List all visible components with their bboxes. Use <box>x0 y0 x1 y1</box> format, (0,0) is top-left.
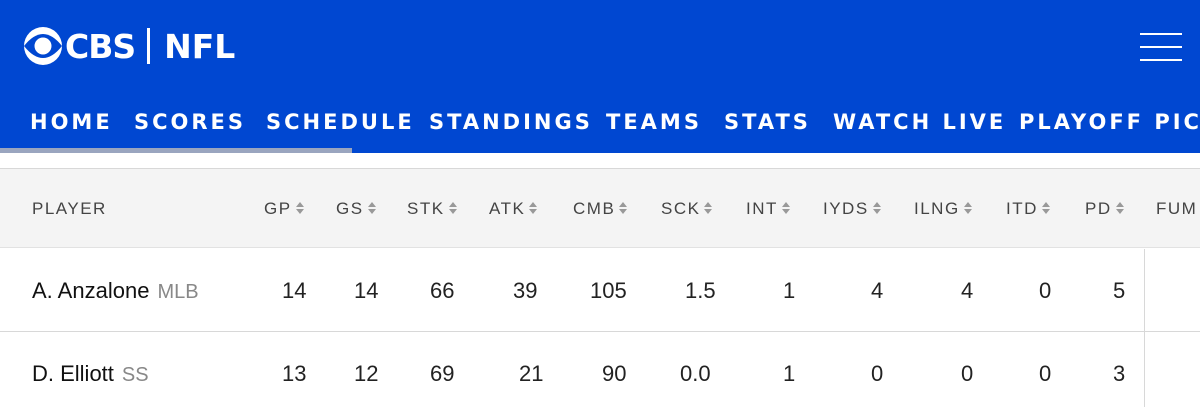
column-header-atk[interactable]: ATK <box>489 169 538 248</box>
column-header-stk[interactable]: STK <box>407 169 458 248</box>
main-nav: HOME SCORES SCHEDULE STANDINGS TEAMS STA… <box>0 104 1200 140</box>
nav-item-schedule[interactable]: SCHEDULE <box>266 110 415 134</box>
stat-gp: 14 <box>282 278 307 303</box>
stat-gs: 14 <box>354 278 379 303</box>
nav-scroll-indicator <box>0 148 352 153</box>
logo-divider <box>147 28 151 64</box>
sort-arrows-icon <box>448 202 457 214</box>
stat-int: 1 <box>783 278 796 303</box>
column-header-itd[interactable]: ITD <box>1006 169 1051 248</box>
stat-gs: 12 <box>354 361 379 386</box>
stat-stk: 69 <box>430 361 455 386</box>
sort-arrows-icon <box>1115 202 1124 214</box>
sort-arrows-icon <box>367 202 376 214</box>
stat-cmb: 90 <box>602 361 627 386</box>
sort-arrows-icon <box>963 202 972 214</box>
logo-cbs-text: CBS <box>65 26 136 66</box>
player-name-link[interactable]: D. Elliott <box>32 361 114 386</box>
sort-arrows-icon <box>872 202 881 214</box>
nav-item-teams[interactable]: TEAMS <box>606 110 702 134</box>
column-header-sck[interactable]: SCK <box>661 169 713 248</box>
stat-ilng: 0 <box>961 361 974 386</box>
stat-pd: 3 <box>1113 361 1126 386</box>
column-divider <box>1144 249 1145 407</box>
table-frame <box>0 168 1200 407</box>
stat-int: 1 <box>783 361 796 386</box>
column-header-ilng[interactable]: ILNG <box>914 169 973 248</box>
nav-item-stats[interactable]: STATS <box>724 110 811 134</box>
cbs-nfl-logo[interactable]: CBS NFL <box>22 26 235 66</box>
hamburger-menu-icon[interactable] <box>1140 30 1182 64</box>
column-header-pd[interactable]: PD <box>1085 169 1125 248</box>
nav-item-standings[interactable]: STANDINGS <box>429 110 593 134</box>
sort-arrows-icon <box>529 202 538 214</box>
column-header-player[interactable]: PLAYER <box>32 199 107 218</box>
stat-gp: 13 <box>282 361 307 386</box>
player-cell: D. Elliott SS <box>32 332 149 407</box>
stat-stk: 66 <box>430 278 455 303</box>
sort-arrows-icon <box>619 202 628 214</box>
stat-pd: 5 <box>1113 278 1126 303</box>
nav-item-home[interactable]: HOME <box>30 110 113 134</box>
column-header-iyds[interactable]: IYDS <box>823 169 882 248</box>
stat-sck: 1.5 <box>685 278 716 303</box>
stat-sck: 0.0 <box>680 361 711 386</box>
stat-ilng: 4 <box>961 278 974 303</box>
stat-iyds: 0 <box>871 361 884 386</box>
logo-nfl-text: NFL <box>164 26 236 66</box>
stat-cmb: 105 <box>590 278 627 303</box>
stat-atk: 39 <box>513 278 538 303</box>
sort-arrows-icon <box>704 202 713 214</box>
sort-arrows-icon <box>295 202 304 214</box>
stat-itd: 0 <box>1039 278 1052 303</box>
player-position: SS <box>121 364 149 386</box>
column-header-gs[interactable]: GS <box>336 169 377 248</box>
player-cell: A. Anzalone MLB <box>32 249 199 332</box>
stat-itd: 0 <box>1039 361 1052 386</box>
column-header-fum[interactable]: FUM <box>1156 199 1198 218</box>
nav-item-playoff-picture[interactable]: PLAYOFF PICTURE <box>1019 110 1200 134</box>
player-name-link[interactable]: A. Anzalone <box>32 278 150 303</box>
nav-item-watch-live[interactable]: WATCH LIVE <box>833 110 1007 134</box>
site-header: CBS NFL HOME SCORES SCHEDULE STANDINGS T… <box>0 0 1200 153</box>
cbs-eye-icon <box>24 27 62 65</box>
nav-item-scores[interactable]: SCORES <box>134 110 247 134</box>
table-row: A. Anzalone MLB 14 14 66 39 105 1.5 1 4 4… <box>0 249 1200 332</box>
sort-arrows-icon <box>1041 202 1050 214</box>
stat-atk: 21 <box>519 361 544 386</box>
stats-table: PLAYER GP GS STK ATK CMB SCK INT IYDS IL… <box>0 153 1200 407</box>
column-header-gp[interactable]: GP <box>264 169 305 248</box>
table-header-row: PLAYER GP GS STK ATK CMB SCK INT IYDS IL… <box>0 169 1200 248</box>
sort-arrows-icon <box>781 202 790 214</box>
column-header-int[interactable]: INT <box>746 169 791 248</box>
table-row: D. Elliott SS 13 12 69 21 90 0.0 1 0 0 0 … <box>0 332 1200 407</box>
stat-iyds: 4 <box>871 278 884 303</box>
player-position: MLB <box>157 281 199 303</box>
column-header-cmb[interactable]: CMB <box>573 169 628 248</box>
